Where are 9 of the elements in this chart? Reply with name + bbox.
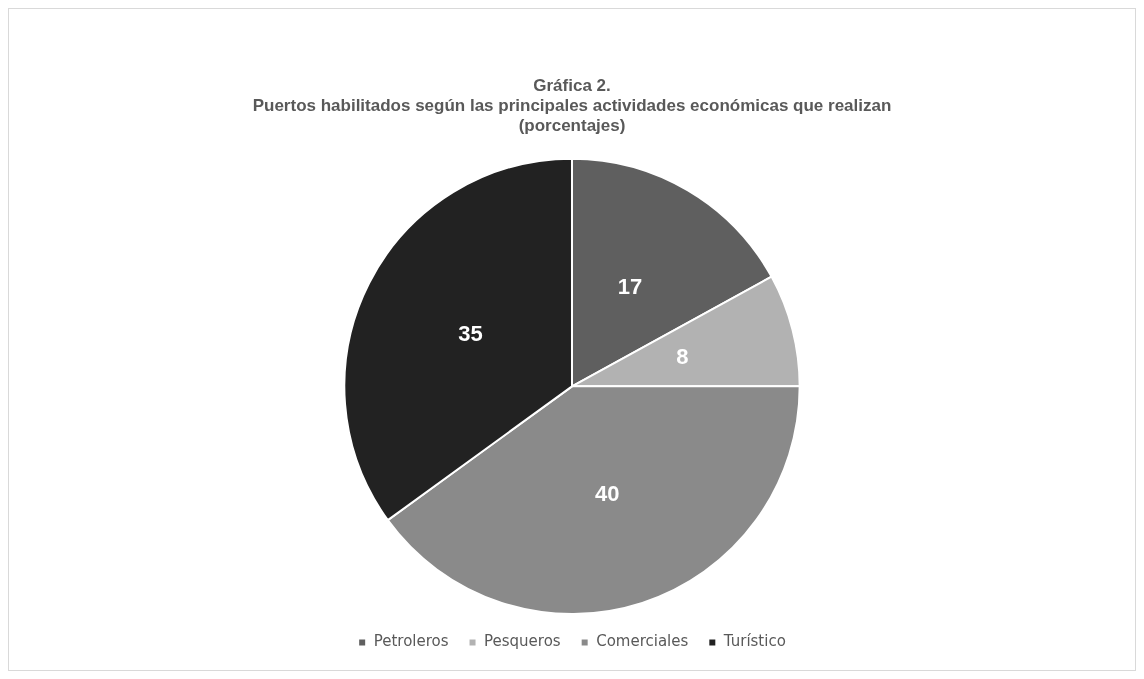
- chart-title: Gráfica 2. Puertos habilitados según las principales actividades económicas que realizan (porcentajes): [252, 76, 892, 135]
- data-label: 17: [617, 274, 643, 300]
- data-label: 8: [676, 344, 689, 370]
- data-label: 35: [458, 320, 483, 346]
- legend-label: Pesqueros: [484, 632, 561, 651]
- legend-label: Petroleros: [373, 632, 449, 651]
- data-label: 40: [594, 480, 620, 506]
- legend-label: Turístico: [722, 632, 786, 651]
- legend-label: Comerciales: [596, 632, 689, 651]
